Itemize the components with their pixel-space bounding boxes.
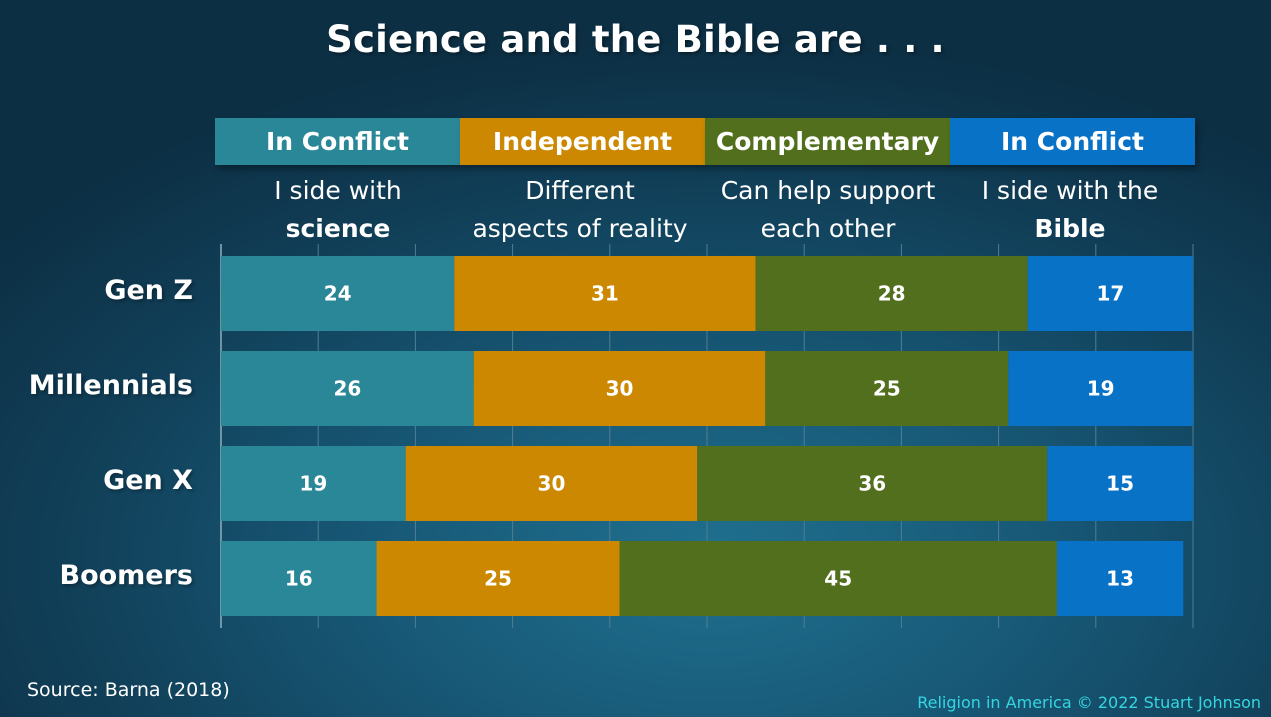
legend-subtitle-line2: each other xyxy=(760,214,896,243)
data-label: 25 xyxy=(484,567,512,591)
credit-note: Religion in America © 2022 Stuart Johnso… xyxy=(917,693,1261,712)
legend-subtitle-independent: Different aspects of reality xyxy=(450,172,710,248)
data-label: 30 xyxy=(538,472,566,496)
legend-header-independent: Independent xyxy=(460,118,705,165)
bar-segment-complementary xyxy=(619,541,1057,616)
data-label: 26 xyxy=(333,377,361,401)
legend-subtitle-line1: Can help support xyxy=(720,176,936,205)
bar-segment-science xyxy=(221,351,474,426)
data-label: 30 xyxy=(606,377,634,401)
bar-segment-independent xyxy=(376,541,620,616)
legend-subtitle-bible: I side with the Bible xyxy=(940,172,1200,248)
bar-segment-complementary xyxy=(765,351,1009,426)
data-label: 13 xyxy=(1106,567,1134,591)
legend-subtitle-line2: aspects of reality xyxy=(472,214,688,243)
data-label: 31 xyxy=(591,282,619,306)
data-label: 16 xyxy=(285,567,313,591)
legend-subtitle-complementary: Can help support each other xyxy=(698,172,958,248)
data-label: 19 xyxy=(1087,377,1115,401)
row-label-gen-x: Gen X xyxy=(103,464,193,496)
bar-segment-bible xyxy=(1056,541,1184,616)
chart-title: Science and the Bible are . . . xyxy=(326,18,945,61)
bar-segment-complementary xyxy=(697,446,1048,521)
data-label: 19 xyxy=(299,472,327,496)
legend-subtitle-emphasis: Bible xyxy=(1034,214,1106,243)
bar-segment-science xyxy=(221,256,455,331)
bar-segment-science xyxy=(221,446,406,521)
data-label: 17 xyxy=(1096,282,1124,306)
legend-subtitle-line1: I side with the xyxy=(981,176,1159,205)
bar-segment-bible xyxy=(1047,446,1193,521)
bar-segment-complementary xyxy=(755,256,1028,331)
bar-segment-independent xyxy=(405,446,698,521)
data-label: 25 xyxy=(873,377,901,401)
data-label: 36 xyxy=(858,472,886,496)
legend-subtitle-line1: Different xyxy=(525,176,635,205)
legend-subtitle-science: I side with science xyxy=(208,172,468,248)
row-label-gen-z: Gen Z xyxy=(104,274,193,306)
data-label: 45 xyxy=(824,567,852,591)
legend-header-in-conflict-science: In Conflict xyxy=(215,118,460,165)
legend-header-in-conflict-bible: In Conflict xyxy=(950,118,1195,165)
row-label-millennials: Millennials xyxy=(28,369,193,401)
data-label: 24 xyxy=(324,282,352,306)
bar-segment-bible xyxy=(1027,256,1193,331)
legend-subtitle-line1: I side with xyxy=(274,176,402,205)
bar-segment-bible xyxy=(1008,351,1193,426)
data-label: 15 xyxy=(1106,472,1134,496)
source-note: Source: Barna (2018) xyxy=(27,679,230,701)
data-label: 28 xyxy=(878,282,906,306)
bar-segment-independent xyxy=(473,351,766,426)
legend-subtitle-emphasis: science xyxy=(285,214,391,243)
bar-segment-science xyxy=(221,541,377,616)
bar-segment-independent xyxy=(454,256,756,331)
row-label-boomers: Boomers xyxy=(59,559,193,591)
legend-header-complementary: Complementary xyxy=(705,118,950,165)
